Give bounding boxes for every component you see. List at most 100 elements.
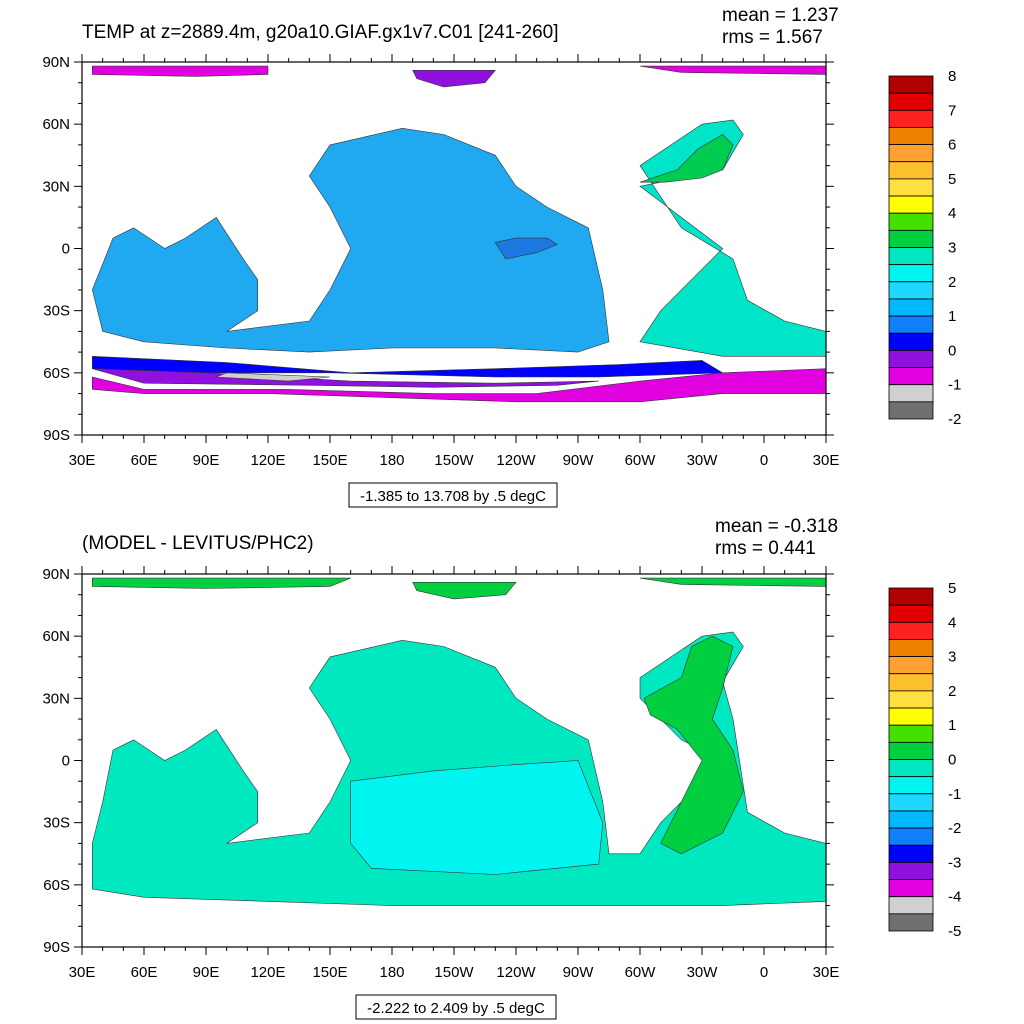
region-north-atlantic-warm — [639, 134, 734, 183]
region-east-pacific-warm — [494, 237, 558, 260]
colorbar-label: 4 — [948, 205, 956, 222]
colorbar-swatch — [888, 75, 934, 94]
colorbar-swatch — [888, 349, 934, 368]
panel-1: TEMP at z=2889.4m, g20a10.GIAF.gx1v7.C01… — [42, 5, 961, 508]
x-tick-label: 0 — [760, 964, 768, 981]
colorbar-swatch — [888, 587, 934, 606]
y-tick-label: 30N — [42, 178, 70, 195]
colorbar-swatch — [888, 401, 934, 420]
colorbar-label: -1 — [948, 377, 961, 394]
colorbar-label: 7 — [948, 102, 956, 119]
y-tick-label: 0 — [62, 241, 70, 258]
colorbar-swatch — [888, 827, 934, 846]
colorbar-label: -2 — [948, 411, 961, 428]
panel-2-rms: rms = 0.441 — [715, 538, 816, 559]
colorbar-swatch — [888, 639, 934, 658]
y-tick-label: 60N — [42, 116, 70, 133]
colorbar-label: 5 — [948, 171, 956, 188]
colorbar-label: -5 — [948, 923, 961, 940]
x-tick-label: 0 — [760, 452, 768, 469]
colorbar-swatch — [888, 281, 934, 300]
region-arctic — [92, 65, 269, 77]
colorbar-swatch — [888, 161, 934, 180]
colorbar-swatch — [888, 810, 934, 829]
panel-2-title: (MODEL - LEVITUS/PHC2) — [82, 533, 314, 554]
x-tick-label: 30E — [69, 452, 96, 469]
colorbar-label: 0 — [948, 752, 956, 769]
colorbar-panel-2: 5 4 3 2 1 0 -1 -2 -3 -4 -5 — [888, 580, 961, 940]
x-tick-label: 150W — [434, 452, 474, 469]
region-weddell-grey — [216, 372, 331, 382]
colorbar-swatch — [888, 144, 934, 163]
panel-1-range-label: -1.385 to 13.708 by .5 degC — [360, 488, 546, 505]
region-arctic-east — [639, 577, 826, 587]
y-tick-label: 30S — [43, 303, 70, 320]
x-tick-label: 60E — [131, 964, 158, 981]
y-tick-label: 0 — [62, 753, 70, 770]
colorbar-swatch — [888, 92, 934, 111]
colorbar-swatch — [888, 109, 934, 128]
x-tick-label: 30E — [813, 452, 840, 469]
colorbar-swatch — [888, 879, 934, 898]
colorbar-swatch — [888, 707, 934, 726]
region-antarctic-shelf — [92, 368, 826, 403]
x-tick-label: 60E — [131, 452, 158, 469]
colorbar-label: 3 — [948, 649, 956, 666]
colorbar-swatch — [888, 759, 934, 778]
x-tick-label: 30W — [687, 964, 719, 981]
colorbar-swatch — [888, 776, 934, 795]
y-tick-label: 90S — [43, 939, 70, 956]
colorbar-swatch — [888, 862, 934, 880]
panel-1-title: TEMP at z=2889.4m, g20a10.GIAF.gx1v7.C01… — [82, 22, 559, 43]
y-tick-label: 60N — [42, 628, 70, 645]
x-tick-label: 150E — [312, 452, 347, 469]
region-arctic-east — [639, 65, 826, 75]
colorbar-panel-1: 8 7 6 5 4 3 2 1 0 -1 -2 — [888, 68, 961, 428]
region-atlantic-warm — [643, 635, 744, 855]
colorbar-label: 6 — [948, 137, 956, 154]
colorbar-swatch — [888, 656, 934, 675]
colorbar-label: 3 — [948, 240, 956, 257]
x-tick-label: 180 — [379, 452, 404, 469]
colorbar-swatch — [888, 212, 934, 231]
region-arctic — [92, 577, 351, 589]
colorbar-label: 4 — [948, 614, 956, 631]
colorbar-label: -3 — [948, 854, 961, 871]
colorbar-label: -4 — [948, 889, 961, 906]
panel-2: (MODEL - LEVITUS/PHC2) mean = -0.318 rms… — [42, 516, 961, 1020]
colorbar-swatch — [888, 690, 934, 709]
colorbar-swatch — [888, 724, 934, 743]
panel-1-mean: mean = 1.237 — [722, 5, 839, 26]
colorbar-swatch — [888, 741, 934, 760]
map-panel-1 — [81, 61, 827, 436]
colorbar-label: 1 — [948, 308, 956, 325]
region-atlantic — [639, 119, 826, 357]
colorbar-swatch — [888, 264, 934, 283]
colorbar-swatch — [888, 332, 934, 351]
y-tick-label: 90N — [42, 54, 70, 71]
colorbar-swatch — [888, 195, 934, 214]
colorbar-label: 8 — [948, 68, 956, 85]
colorbar-swatch — [888, 793, 934, 812]
region-east-pacific-cool — [350, 760, 604, 875]
x-tick-label: 30E — [69, 964, 96, 981]
colorbar-swatch — [888, 178, 934, 197]
region-arctic-basin — [412, 70, 496, 88]
colorbar-swatch — [888, 844, 934, 863]
colorbar-label: 2 — [948, 683, 956, 700]
x-tick-label: 60W — [625, 964, 657, 981]
y-tick-label: 60S — [43, 877, 70, 894]
x-tick-label: 90W — [563, 452, 595, 469]
y-tick-label: 90S — [43, 427, 70, 444]
region-pacific-deep — [91, 127, 610, 353]
colorbar-label: 5 — [948, 580, 956, 597]
x-tick-label: 120W — [496, 452, 536, 469]
colorbar-swatch — [888, 127, 934, 145]
x-tick-label: 180 — [379, 964, 404, 981]
x-tick-label: 150W — [434, 964, 474, 981]
colorbar-label: 1 — [948, 717, 956, 734]
colorbar-swatch — [888, 298, 934, 317]
colorbar-swatch — [888, 604, 934, 623]
colorbar-swatch — [888, 621, 934, 640]
